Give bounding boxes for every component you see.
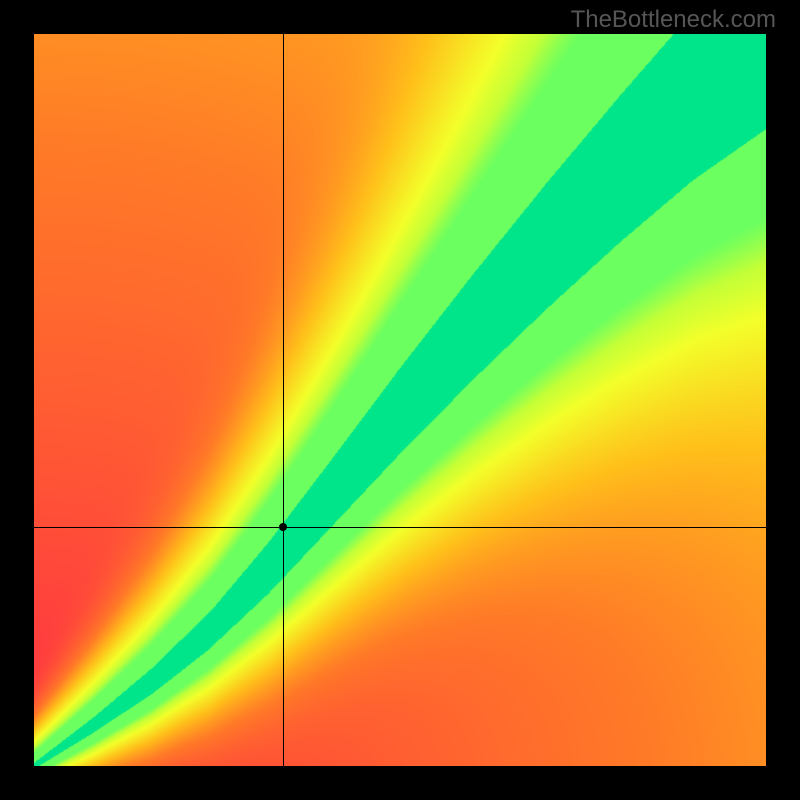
crosshair-vertical <box>283 34 284 766</box>
heatmap-plot <box>34 34 766 766</box>
crosshair-horizontal <box>34 527 766 528</box>
chart-frame: TheBottleneck.com <box>0 0 800 800</box>
heatmap-canvas <box>34 34 766 766</box>
watermark-text: TheBottleneck.com <box>571 6 776 34</box>
